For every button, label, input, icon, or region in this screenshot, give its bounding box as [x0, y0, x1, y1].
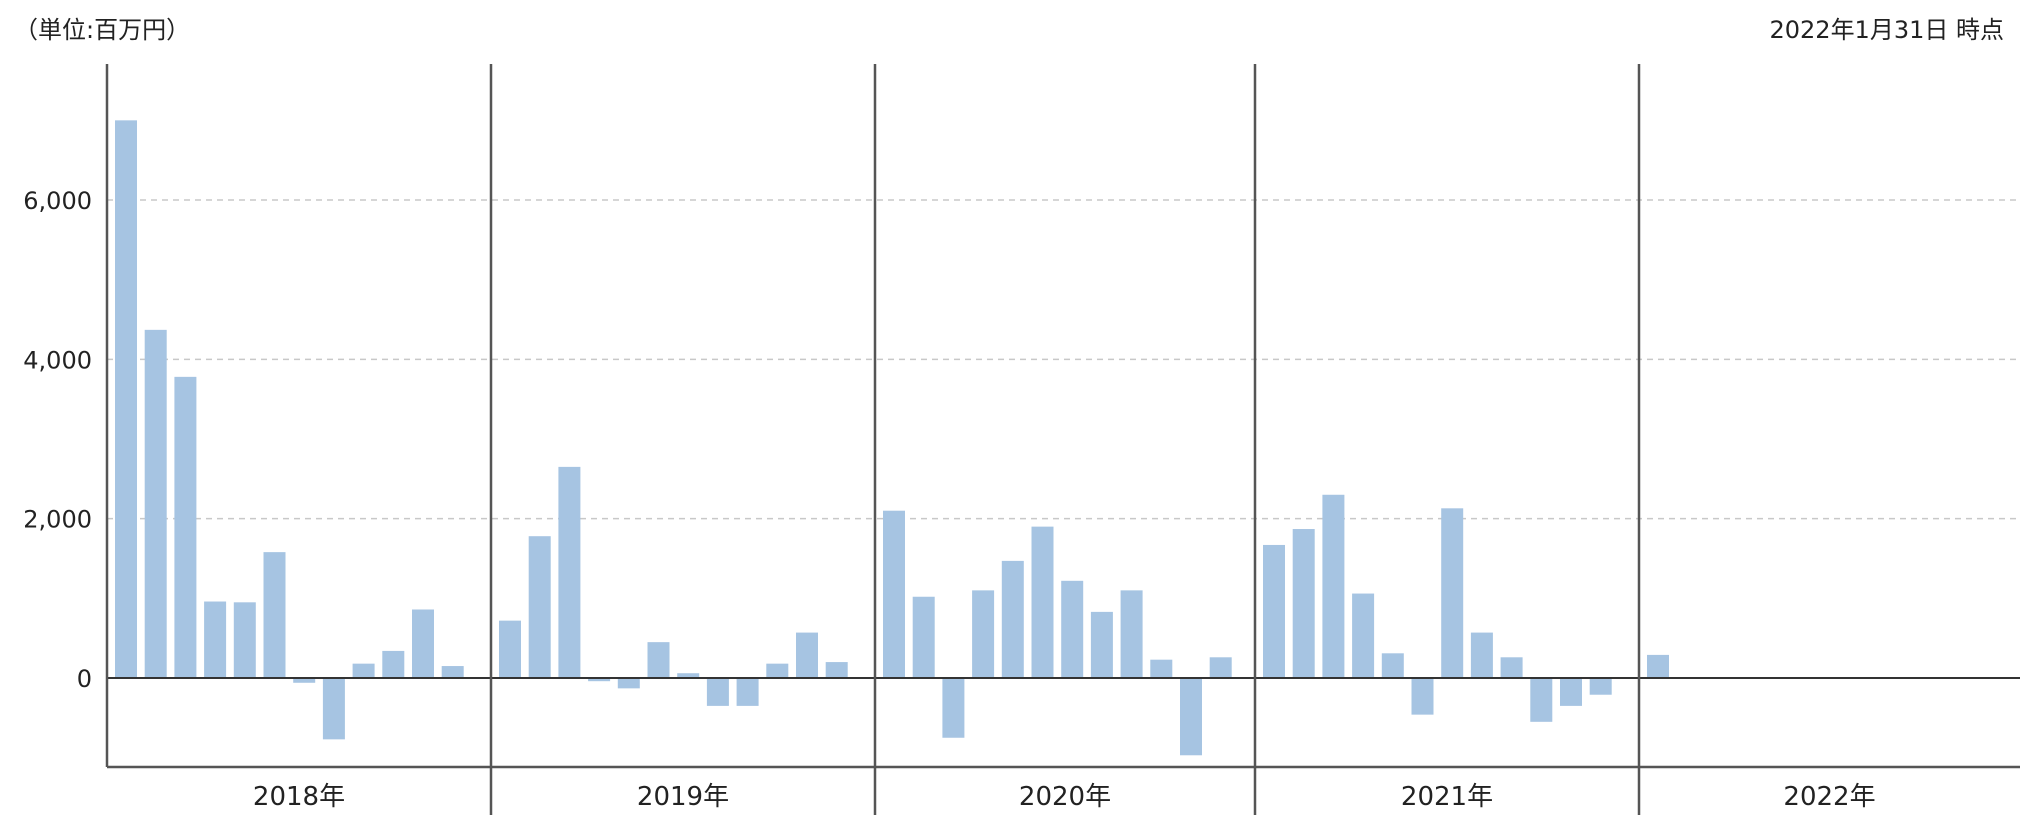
- bar: [1209, 657, 1232, 678]
- bar: [1530, 678, 1553, 722]
- bar: [1263, 544, 1285, 678]
- y-tick-label: 6,000: [23, 187, 92, 215]
- bar: [1090, 611, 1113, 678]
- y-tick-label: 0: [77, 665, 92, 693]
- bar: [825, 662, 848, 678]
- bar: [441, 666, 464, 678]
- y-tick-label: 4,000: [23, 346, 92, 374]
- bar: [1589, 678, 1612, 695]
- bar: [1352, 593, 1375, 678]
- y-axis-ticks: 0 2,000 4,000 6,000: [23, 187, 92, 693]
- bar: [322, 678, 345, 740]
- bar: [263, 552, 286, 678]
- bar: [1500, 657, 1523, 678]
- bar: [499, 620, 521, 678]
- bar: [1647, 654, 1669, 678]
- x-group-label: 2022年: [1783, 782, 1875, 812]
- bar: [558, 466, 581, 678]
- unit-label: （単位:百万円）: [14, 16, 191, 44]
- bar: [588, 678, 611, 682]
- bar: [1381, 653, 1404, 678]
- as-of-date-label: 2022年1月31日 時点: [1769, 16, 2004, 44]
- bar: [706, 678, 729, 706]
- bar: [1441, 508, 1464, 678]
- bar: [293, 678, 316, 683]
- bar: [766, 663, 789, 678]
- bar: [412, 609, 434, 678]
- bar: [912, 596, 935, 678]
- x-group-label: 2018年: [253, 782, 345, 812]
- bar: [1031, 526, 1054, 678]
- bar: [617, 678, 640, 689]
- bar: [883, 510, 905, 678]
- bar: [1180, 678, 1202, 756]
- year-labels: 2018年 2019年 2020年 2021年 2022年: [253, 782, 1876, 812]
- bar: [204, 601, 227, 678]
- bar: [382, 650, 405, 678]
- bar: [1061, 580, 1084, 678]
- axes: [105, 64, 2020, 815]
- bar: [796, 632, 818, 678]
- bar: [736, 678, 759, 706]
- bar: [352, 663, 375, 678]
- bar: [528, 536, 551, 678]
- bars: [115, 120, 1669, 756]
- bar: [1120, 590, 1143, 678]
- bar: [233, 602, 256, 678]
- y-tick-label: 2,000: [23, 506, 92, 534]
- bar: [1470, 632, 1493, 678]
- bar: [677, 673, 700, 678]
- bar: [115, 120, 137, 679]
- bar: [144, 329, 167, 678]
- bar: [647, 642, 670, 678]
- bar: [1322, 494, 1345, 678]
- gridlines: [107, 199, 2020, 520]
- bar: [174, 376, 197, 678]
- x-group-label: 2019年: [637, 782, 729, 812]
- bar: [1411, 678, 1434, 715]
- bar: [942, 678, 965, 738]
- x-group-label: 2021年: [1401, 782, 1493, 812]
- bar: [1560, 678, 1582, 706]
- bar: [1150, 659, 1173, 678]
- x-group-label: 2020年: [1019, 782, 1111, 812]
- bar: [1292, 529, 1315, 678]
- bar: [1001, 560, 1024, 678]
- bar: [972, 590, 995, 678]
